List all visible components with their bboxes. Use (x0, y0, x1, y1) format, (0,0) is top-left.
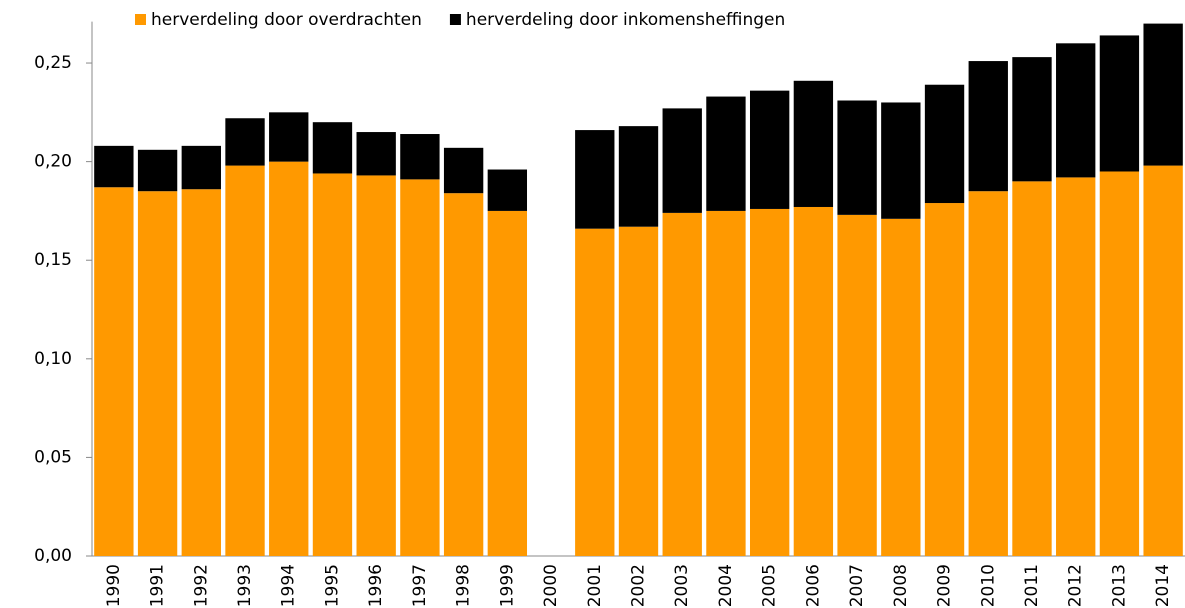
bar-segment (575, 228, 615, 556)
bar-segment (225, 118, 265, 166)
y-tick-label: 0,20 (34, 152, 72, 172)
y-tick-label: 0,10 (34, 349, 72, 369)
x-tick-label: 2014 (1153, 564, 1173, 607)
x-tick-label: 1995 (322, 564, 342, 607)
bar-segment (1056, 177, 1096, 556)
bar-segment (924, 84, 965, 204)
bar-segment (968, 191, 1008, 557)
bar-segment (1012, 57, 1052, 182)
legend-swatch (449, 14, 461, 25)
legend-swatch (135, 14, 146, 25)
bar-segment (1099, 171, 1140, 556)
x-tick-label: 2007 (847, 564, 867, 607)
bar-segment (1056, 43, 1096, 178)
bar-segment (924, 203, 965, 556)
y-tick-label: 0,15 (34, 250, 72, 270)
y-tick-label: 0,05 (34, 447, 72, 467)
bar-segment (837, 100, 877, 215)
bar-segment (400, 179, 440, 557)
bar-segment (793, 206, 834, 556)
x-tick-label: 1997 (410, 564, 430, 607)
bar-segment (662, 108, 702, 213)
legend-label: herverdeling door inkomensheffingen (466, 10, 785, 30)
x-tick-label: 1998 (454, 564, 474, 607)
bar-segment (487, 210, 528, 557)
bar-segment (1099, 35, 1140, 172)
bar-segment (356, 132, 396, 176)
bar-segment (1012, 181, 1052, 556)
bar-segment (312, 173, 353, 556)
bar-segment (312, 122, 353, 174)
bar-segment (443, 193, 484, 556)
x-tick-label: 1991 (148, 564, 168, 607)
bar-segment (94, 187, 134, 556)
bar-segment (662, 212, 702, 557)
x-tick-label: 2008 (891, 564, 911, 607)
x-tick-label: 1999 (497, 564, 517, 607)
bar-segment (968, 61, 1008, 192)
bar-segment (749, 208, 790, 556)
bar-segment (881, 102, 921, 219)
bar-segment (618, 226, 659, 556)
bar-segment (1143, 23, 1183, 166)
bar-segment (137, 191, 178, 557)
bar-segment (706, 96, 746, 211)
x-tick-label: 1996 (366, 564, 386, 607)
bar-segment (225, 165, 265, 556)
bar-segment (1143, 165, 1183, 556)
bar-segment (793, 80, 834, 207)
bar-segment (487, 169, 528, 211)
bar-segment (443, 147, 484, 194)
x-tick-label: 2000 (541, 564, 561, 607)
legend-label: herverdeling door overdrachten (151, 10, 422, 30)
x-tick-label: 1994 (279, 564, 299, 607)
x-tick-label: 1993 (235, 564, 255, 607)
x-tick-label: 2003 (672, 564, 692, 607)
x-tick-label: 2012 (1066, 564, 1086, 607)
x-tick-label: 2002 (629, 564, 649, 607)
bar-segment (749, 90, 790, 209)
x-tick-label: 2011 (1022, 564, 1042, 607)
x-tick-label: 1990 (104, 564, 124, 607)
bar-segment (269, 112, 309, 162)
bar-segment (837, 214, 877, 556)
bar-segment (137, 149, 178, 192)
y-tick-label: 0,25 (34, 53, 72, 73)
bar-segment (181, 145, 221, 190)
x-tick-label: 1992 (191, 564, 211, 607)
x-tick-label: 2005 (760, 564, 780, 607)
bar-segment (881, 218, 921, 556)
x-tick-label: 2004 (716, 564, 736, 607)
bar-segment (706, 210, 746, 557)
x-tick-label: 2010 (978, 564, 998, 607)
bar-segment (356, 175, 396, 556)
bar-segment (269, 161, 309, 556)
x-tick-label: 2006 (803, 564, 823, 607)
bar-segment (400, 134, 440, 180)
bar-segment (575, 130, 615, 229)
x-tick-label: 2009 (935, 564, 955, 607)
bar-segment (94, 145, 134, 188)
y-tick-label: 0,00 (34, 546, 72, 566)
bar-segment (181, 189, 221, 557)
bar-segment (618, 126, 659, 227)
x-tick-label: 2013 (1109, 564, 1129, 607)
x-tick-label: 2001 (585, 564, 605, 607)
